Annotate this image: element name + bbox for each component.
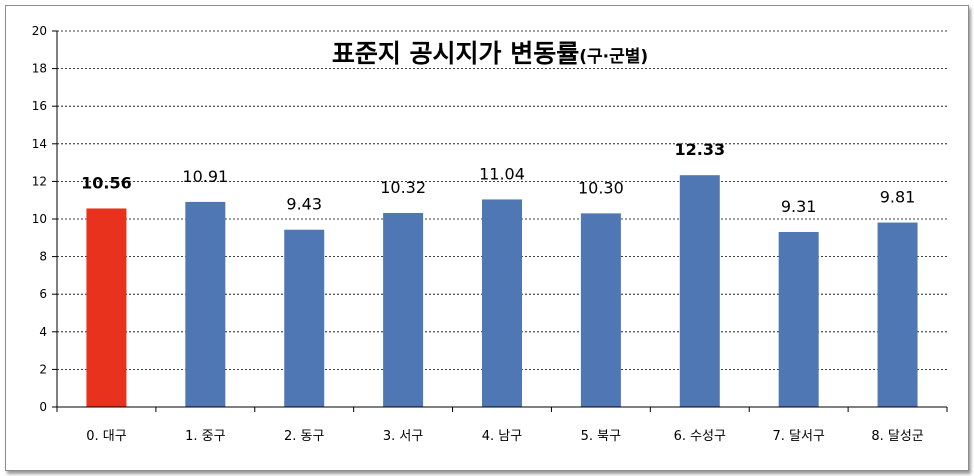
x-tick-label: 7. 달서구 bbox=[772, 429, 824, 444]
y-tick-label: 12 bbox=[32, 174, 47, 188]
bars bbox=[86, 175, 918, 407]
y-tick-label: 2 bbox=[39, 362, 47, 376]
data-label: 12.33 bbox=[674, 140, 725, 159]
bar bbox=[679, 175, 720, 407]
y-tick-label: 8 bbox=[39, 250, 47, 264]
x-axis: 0. 대구 1. 중구 2. 동구 3. 서구 4. 남구 5. 북구 6. 수성구 7. 달… bbox=[56, 406, 948, 444]
y-tick-label: 14 bbox=[32, 137, 47, 151]
x-tick-label: 0. 대구 bbox=[86, 429, 126, 444]
data-labels: 10.56 10.91 9.43 10.32 11.04 10.30 12.33 9.31 9.… bbox=[81, 140, 915, 216]
y-tick-label: 18 bbox=[32, 62, 47, 76]
chart-title-suffix: (구·군별) bbox=[579, 47, 648, 67]
y-tick-label: 10 bbox=[32, 212, 47, 226]
y-axis: 0 2 4 6 8 10 12 14 16 18 20 bbox=[32, 24, 58, 414]
data-label: 10.32 bbox=[380, 178, 426, 197]
y-tick-label: 6 bbox=[39, 287, 47, 301]
bar bbox=[778, 231, 819, 407]
chart-title: 표준지 공시지가 변동률(구·군별) bbox=[332, 39, 648, 68]
bar bbox=[482, 199, 522, 407]
x-tick-label: 5. 북구 bbox=[581, 429, 621, 444]
y-tick-label: 0 bbox=[39, 400, 47, 414]
data-label: 10.30 bbox=[578, 178, 624, 197]
bar bbox=[580, 213, 621, 407]
y-tick-label: 4 bbox=[39, 325, 47, 339]
x-tick-label: 4. 남구 bbox=[482, 429, 522, 444]
bar bbox=[877, 222, 918, 407]
x-tick-label: 2. 동구 bbox=[284, 429, 324, 444]
data-label: 11.04 bbox=[479, 164, 525, 183]
x-tick-label: 8. 달성군 bbox=[871, 429, 923, 444]
data-label: 10.91 bbox=[182, 167, 228, 186]
data-label: 10.56 bbox=[81, 173, 132, 192]
bar bbox=[284, 229, 325, 407]
data-label: 9.31 bbox=[781, 197, 817, 216]
chart-title-main: 표준지 공시지가 변동률 bbox=[332, 39, 579, 68]
x-tick-label: 3. 서구 bbox=[383, 429, 423, 444]
bar bbox=[86, 208, 127, 407]
data-label: 9.81 bbox=[880, 188, 916, 207]
y-tick-label: 16 bbox=[32, 99, 47, 113]
x-tick-label: 6. 수성구 bbox=[674, 429, 726, 444]
bar bbox=[185, 201, 226, 407]
x-tick-label: 1. 중구 bbox=[185, 429, 225, 444]
y-tick-label: 20 bbox=[32, 24, 47, 38]
data-label: 9.43 bbox=[286, 195, 322, 214]
bar bbox=[383, 212, 424, 407]
